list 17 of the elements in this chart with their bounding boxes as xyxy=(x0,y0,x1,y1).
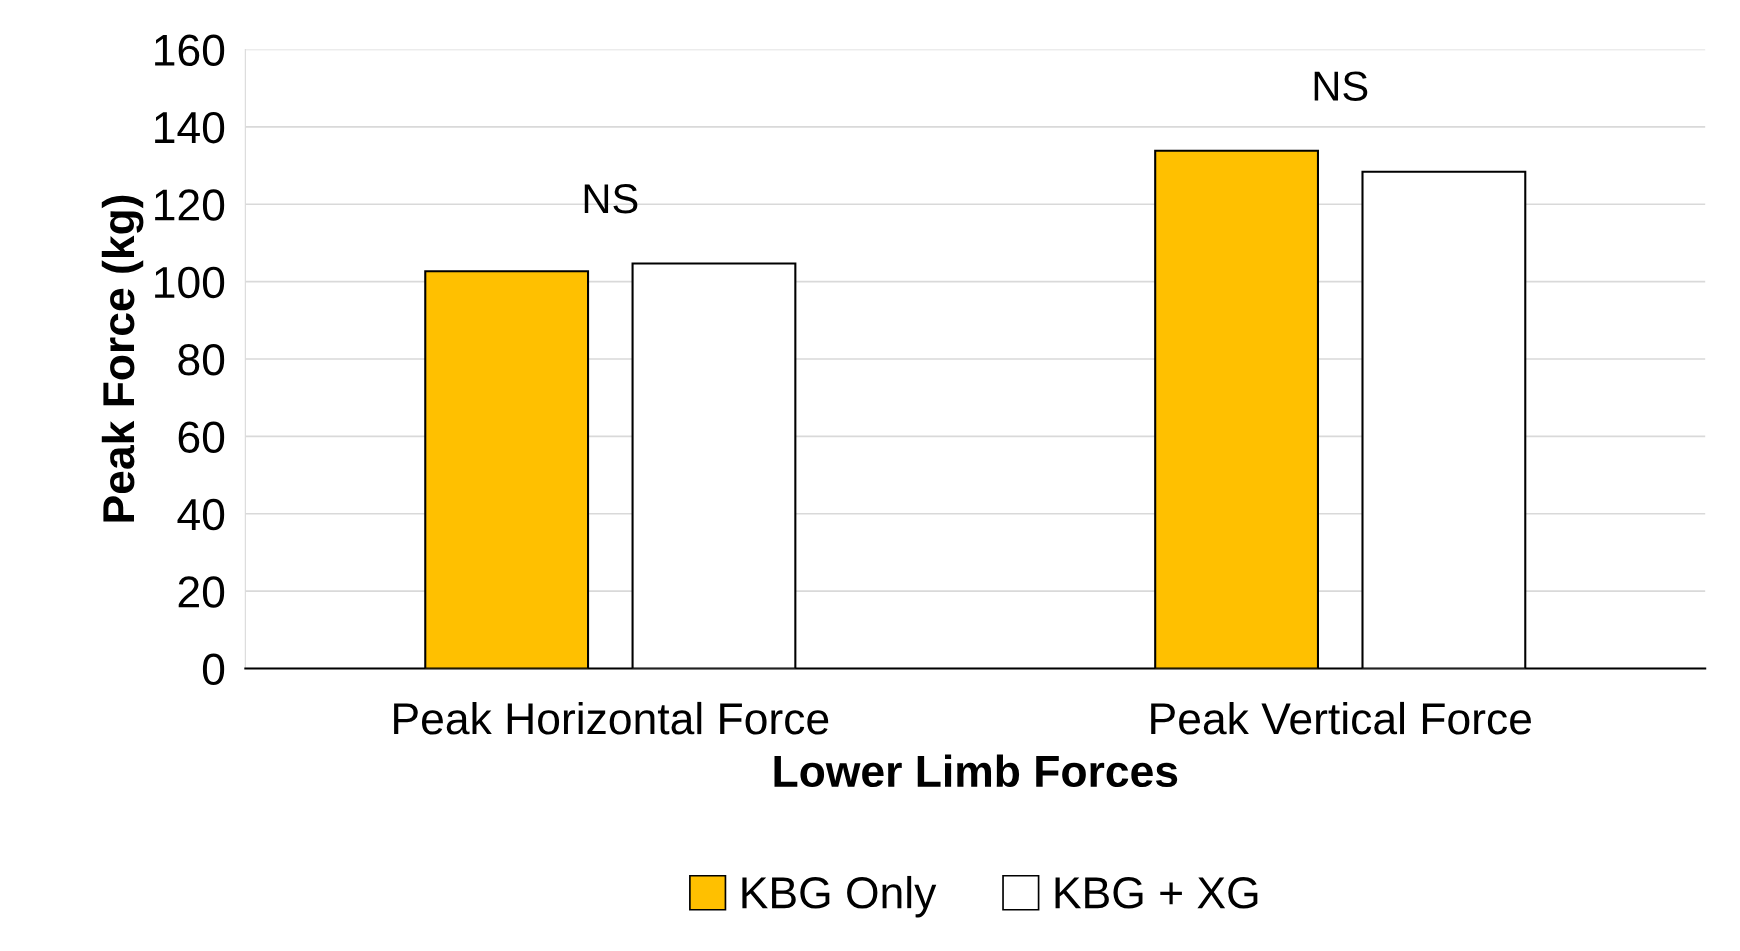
y-tick-label: 120 xyxy=(155,189,225,221)
y-tick-label: 80 xyxy=(178,344,225,376)
y-tick-label: 60 xyxy=(178,421,225,453)
annotation: NS xyxy=(584,184,638,214)
y-tick-label: 40 xyxy=(177,498,225,531)
y-tick-label: 140 xyxy=(155,111,225,144)
x-tick-label: Peak Vertical Force xyxy=(1151,701,1531,735)
y-axis-title: Peak Force (kg) xyxy=(101,195,144,522)
y-tick-label: 100 xyxy=(155,266,225,299)
x-tick-label: Peak Horizontal Force xyxy=(394,701,829,735)
legend-label: KBG Only xyxy=(742,875,937,918)
annotation: NS xyxy=(1314,71,1368,101)
legend-label: KBG + XG xyxy=(1055,877,1258,909)
y-tick-label: 160 xyxy=(155,34,225,66)
x-axis-title: Lower Limb Forces xyxy=(774,754,1178,788)
y-tick-label: 20 xyxy=(178,576,225,608)
y-tick-label: 0 xyxy=(202,653,225,686)
